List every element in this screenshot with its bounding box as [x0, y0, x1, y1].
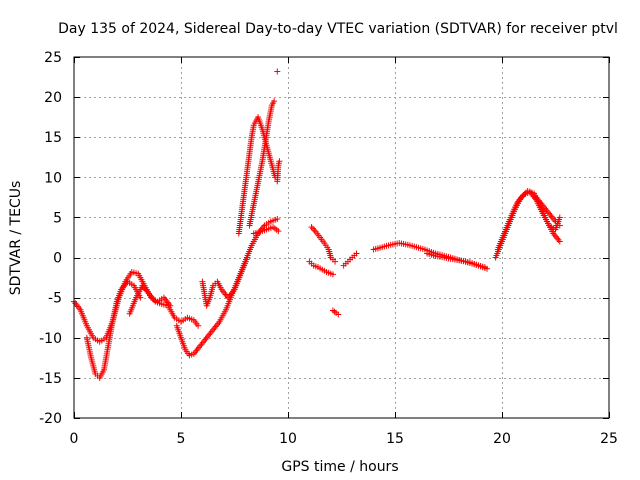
y-tick-label: -5: [48, 291, 62, 307]
data-point: [556, 238, 563, 245]
series-arc: [274, 68, 283, 185]
x-tick-label: 10: [279, 431, 297, 447]
plot-frame: [73, 56, 610, 419]
y-tick-label: 15: [44, 130, 62, 146]
data-point: [195, 322, 202, 329]
series-arc: [340, 250, 360, 269]
x-tick-label: 5: [177, 431, 186, 447]
x-tick-label: 20: [493, 431, 511, 447]
chart-title: Day 135 of 2024, Sidereal Day-to-day VTE…: [58, 21, 618, 37]
series-arc: [126, 282, 202, 329]
data-point: [274, 68, 281, 75]
data-point: [353, 250, 360, 257]
data-point: [556, 222, 563, 229]
series-arc: [308, 224, 339, 265]
data-point: [244, 254, 251, 261]
data-points: [71, 68, 563, 381]
x-tick-label: 0: [70, 431, 79, 447]
series-arc: [250, 224, 282, 237]
series-arc: [83, 278, 144, 381]
y-tick-label: 25: [44, 50, 62, 66]
data-point: [484, 265, 491, 272]
series-arc: [199, 254, 251, 309]
x-tick-label: 25: [600, 431, 618, 447]
series-arc: [533, 194, 563, 229]
data-point: [332, 258, 339, 265]
axis-tick-labels: 0 5 10 15 20 25 -20 -15 -10 -5 0 5 10 15 20 25: [39, 50, 618, 447]
axis-ticks: [74, 57, 610, 419]
y-tick-label: 20: [44, 90, 62, 106]
series-arc: [235, 114, 279, 237]
data-point: [275, 228, 282, 235]
y-tick-label: -20: [39, 411, 62, 427]
series-arc: [246, 98, 278, 229]
data-point: [271, 98, 278, 105]
x-axis-label: GPS time / hours: [281, 459, 398, 475]
y-tick-label: -10: [39, 331, 62, 347]
data-point: [556, 214, 563, 221]
data-point: [329, 271, 336, 278]
y-axis-label: SDTVAR / TECUs: [8, 181, 24, 296]
grid: [74, 57, 609, 418]
x-tick-label: 15: [386, 431, 404, 447]
series-arc: [424, 250, 491, 272]
y-tick-label: 5: [53, 210, 62, 226]
series-arc: [329, 307, 342, 318]
y-tick-label: 10: [44, 170, 62, 186]
series-arc: [306, 258, 336, 278]
data-point: [276, 158, 283, 165]
data-point: [335, 311, 342, 318]
y-tick-label: 0: [53, 251, 62, 267]
y-tick-label: -15: [39, 371, 62, 387]
data-point: [274, 216, 281, 223]
